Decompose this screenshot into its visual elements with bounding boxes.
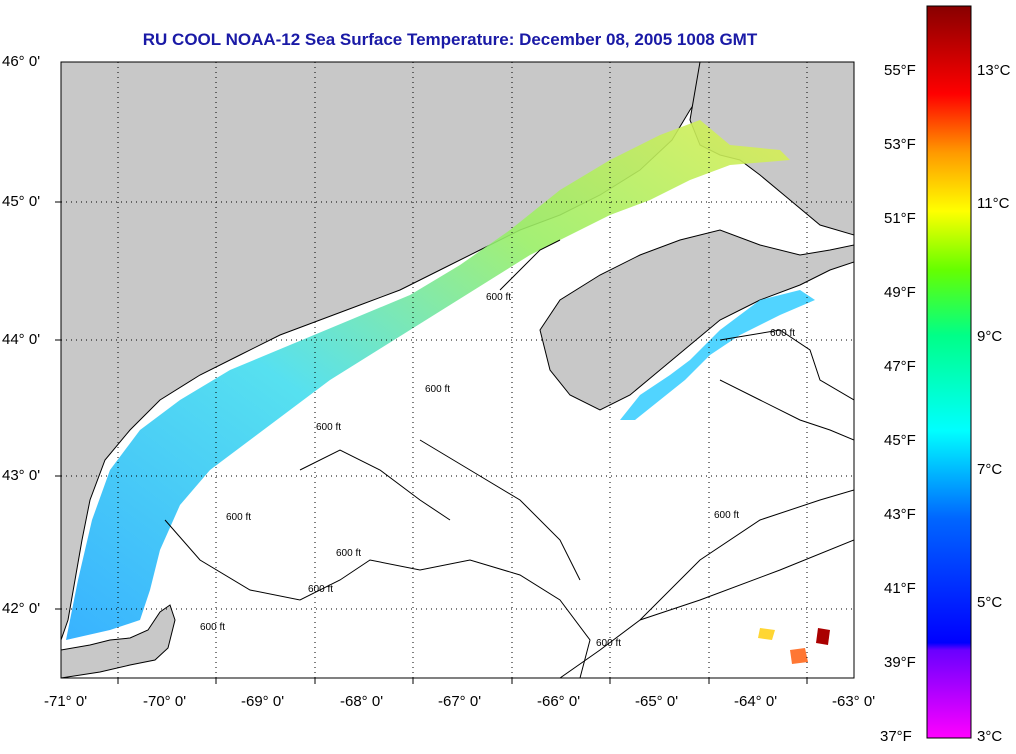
colorbar-c-label: 11°C [977, 195, 1010, 212]
contour-label: 600 ft [200, 622, 225, 633]
sst-patch-south-3 [758, 628, 775, 640]
colorbar-f-label: 37°F [880, 728, 912, 745]
lon-label: -66° 0' [537, 693, 581, 710]
land-nova-scotia [539, 229, 854, 411]
lat-label: 42° 0' [2, 600, 41, 617]
contour-label: 600 ft [770, 328, 795, 339]
colorbar-c-label: 5°C [977, 594, 1003, 611]
colorbar-f-label: 45°F [884, 432, 916, 449]
sst-patch-south [790, 648, 808, 664]
lon-label: -69° 0' [241, 693, 285, 710]
lat-label: 43° 0' [2, 467, 41, 484]
contour-label: 600 ft [425, 384, 450, 395]
lat-label: 44° 0' [2, 331, 41, 348]
graticule [61, 62, 854, 678]
lat-label: 46° 0' [2, 53, 41, 70]
axis-ticks [55, 201, 808, 684]
lon-label: -64° 0' [734, 693, 778, 710]
colorbar-f-label: 55°F [884, 62, 916, 79]
colorbar-c-label: 3°C [977, 728, 1003, 745]
contour-label: 600 ft [596, 638, 621, 649]
map-title: RU COOL NOAA-12 Sea Surface Temperature:… [142, 30, 758, 49]
colorbar-c-label: 13°C [977, 62, 1011, 79]
colorbar-f-label: 49°F [884, 284, 916, 301]
lon-label: -71° 0' [44, 693, 88, 710]
colorbar-f-label: 43°F [884, 506, 916, 523]
colorbar-f-label: 53°F [884, 136, 916, 153]
sst-patch-nova-scotia [620, 290, 815, 420]
lon-label: -67° 0' [438, 693, 482, 710]
lon-label: -63° 0' [832, 693, 876, 710]
lon-label: -70° 0' [143, 693, 187, 710]
lat-label: 45° 0' [2, 193, 41, 210]
land-cape-cod [61, 604, 176, 678]
colorbar-c-label: 9°C [977, 328, 1003, 345]
contour-label: 600 ft [336, 548, 361, 559]
lon-label: -68° 0' [340, 693, 384, 710]
contour-label: 600 ft [486, 292, 511, 303]
colorbar-f-label: 39°F [884, 654, 916, 671]
colorbar-f-label: 41°F [884, 580, 916, 597]
contour-label: 600 ft [226, 512, 251, 523]
contour-label: 600 ft [316, 422, 341, 433]
contour-label: 600 ft [308, 584, 333, 595]
colorbar-f-label: 47°F [884, 358, 916, 375]
contour-label: 600 ft [714, 510, 739, 521]
lon-label: -65° 0' [635, 693, 679, 710]
sst-patch-south-2 [816, 628, 830, 645]
colorbar-c-label: 7°C [977, 461, 1003, 478]
colorbar-f-label: 51°F [884, 210, 916, 227]
sst-swath [66, 120, 790, 640]
depth-contours [164, 239, 854, 678]
colorbar [926, 5, 972, 739]
